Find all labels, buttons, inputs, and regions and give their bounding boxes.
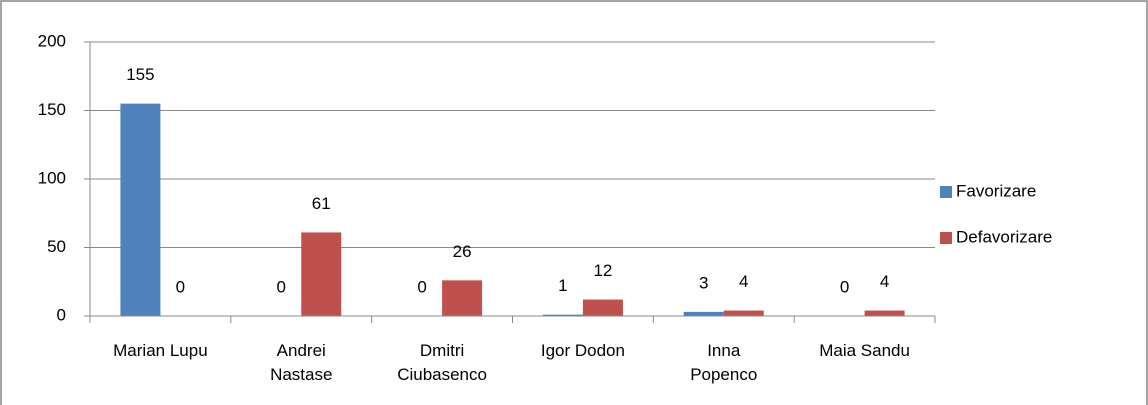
- y-tick-label: 50: [47, 237, 66, 256]
- data-label: 26: [453, 242, 472, 261]
- data-label: 0: [277, 277, 286, 296]
- bar: [683, 311, 724, 316]
- data-label: 0: [417, 277, 426, 296]
- data-label: 3: [699, 273, 708, 292]
- data-label: 12: [593, 261, 612, 280]
- bar: [301, 232, 342, 316]
- y-tick-label: 150: [38, 100, 66, 119]
- x-tick-label: Dmitri Ciubasenco: [397, 341, 487, 384]
- legend-label: Defavorizare: [956, 227, 1052, 246]
- legend-swatch: [940, 186, 952, 198]
- data-label: 0: [176, 277, 185, 296]
- legend-swatch: [940, 232, 952, 244]
- data-label: 1: [558, 276, 567, 295]
- bar: [582, 299, 623, 316]
- data-label: 4: [880, 272, 889, 291]
- legend-label: Favorizare: [956, 181, 1036, 200]
- bar: [864, 310, 905, 316]
- x-tick-label: Maia Sandu: [819, 341, 910, 360]
- data-label: 61: [312, 194, 331, 213]
- data-label: 0: [840, 277, 849, 296]
- bar: [723, 310, 764, 316]
- bar: [442, 280, 483, 316]
- x-tick-label: Inna Popenco: [690, 341, 758, 384]
- data-label: 155: [126, 65, 154, 84]
- y-tick-label: 200: [38, 31, 66, 50]
- x-tick-label: Igor Dodon: [540, 341, 625, 360]
- data-label: 4: [739, 272, 748, 291]
- x-tick-label: Marian Lupu: [113, 341, 208, 360]
- bar: [542, 314, 583, 316]
- bar: [120, 103, 161, 317]
- x-tick-label: Andrei Nastase: [270, 341, 333, 384]
- y-tick-label: 100: [38, 168, 66, 187]
- y-tick-label: 0: [57, 305, 66, 324]
